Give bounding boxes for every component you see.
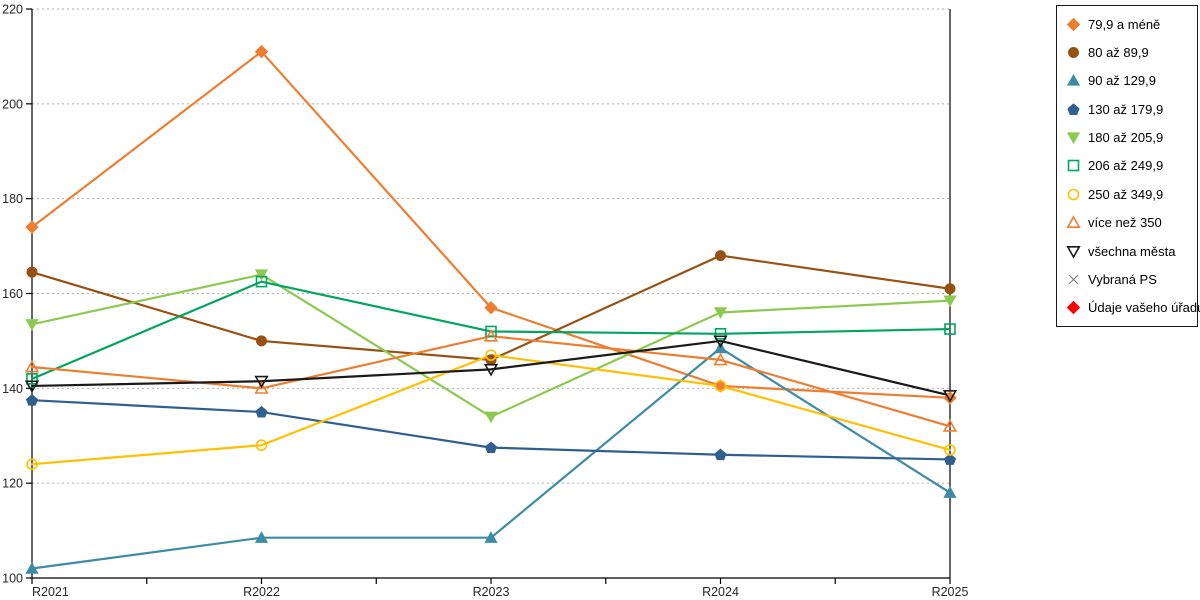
legend-label: 130 až 179,9 [1088,101,1164,117]
pentagon-marker [943,453,957,465]
triangle-down-marker [943,295,957,308]
y-tick-label: 180 [2,192,23,206]
circle-marker [944,283,956,295]
circle-marker [715,250,726,262]
pentagon-marker [484,441,498,454]
pentagon-marker [25,394,39,406]
circle-marker [256,335,267,347]
series-line [30,339,952,397]
circle-icon [1067,188,1080,201]
circle-marker [26,266,38,278]
triangle-down-marker [713,307,728,319]
series-line [30,273,952,418]
legend-label: 180 až 205,9 [1088,130,1164,146]
triangle-down-marker [25,319,39,331]
triangle-up-marker [24,359,40,373]
legend-item: všechna města [1057,243,1197,260]
y-tick-label: 160 [2,287,23,301]
legend-item: 90 až 129,9 [1057,72,1197,89]
legend-label: více než 350 [1088,215,1162,231]
y-tick-label: 100 [2,572,23,586]
legend-item: 80 až 89,9 [1057,44,1197,61]
triangle-down-marker [483,363,499,377]
circle-icon [1068,47,1079,59]
triangle-up-marker [254,531,269,543]
diamond-icon [1066,17,1081,31]
pentagon-marker [714,448,727,461]
triangle-down-marker [254,375,269,389]
square-marker [255,275,268,288]
circle-marker [26,458,38,471]
triangle-down-icon [1066,132,1081,145]
triangle-down-icon [1066,245,1081,259]
legend-item: 250 až 349,9 [1057,186,1197,203]
circle-marker [255,439,268,452]
x-tick-label: R2022 [243,585,280,599]
triangle-up-marker [942,419,958,432]
legend-item: 130 až 179,9 [1057,101,1197,118]
triangle-up-marker [25,562,39,574]
square-marker [714,328,727,340]
square-icon [1067,160,1080,172]
legend-label: 80 až 89,9 [1088,45,1149,61]
y-tick-label: 200 [2,97,23,111]
legend-label: Vybraná PS [1088,271,1157,287]
y-tick-label: 120 [2,477,23,491]
diamond-icon [1066,301,1081,315]
legend-item: 180 až 205,9 [1057,129,1197,146]
triangle-down-marker [24,380,40,394]
pentagon-marker [255,405,268,418]
triangle-up-marker [713,352,728,366]
triangle-up-marker [943,486,957,498]
legend-item: 79,9 a méně [1057,16,1197,33]
triangle-down-marker [484,411,498,424]
square-marker [485,325,497,338]
x-tick-label: R2021 [32,585,69,599]
square-marker [944,323,956,335]
legend-item: 206 až 249,9 [1057,157,1197,174]
legend-item: Vybraná PS [1057,271,1197,288]
triangle-up-icon [1066,74,1081,87]
triangle-down-marker [942,389,958,403]
y-tick-label: 220 [2,3,23,17]
x-icon [1068,274,1079,285]
triangle-up-marker [483,329,499,342]
triangle-up-icon [1066,215,1081,229]
diamond-marker [484,301,498,315]
pentagon-icon [1067,103,1080,115]
legend-label: 206 až 249,9 [1088,158,1164,174]
triangle-down-marker [713,335,728,349]
triangle-up-marker [254,381,269,394]
square-marker [26,373,38,385]
diamond-marker [254,44,269,59]
legend-item: více než 350 [1057,214,1197,231]
legend-label: 79,9 a méně [1088,16,1161,32]
x-tick-label: R2024 [702,585,739,599]
circle-marker [714,380,727,392]
circle-marker [485,349,497,361]
y-tick-label: 140 [2,382,23,396]
circle-marker [944,444,956,456]
legend-label: 90 až 129,9 [1088,73,1156,89]
x-tick-label: R2025 [932,585,969,599]
legend-label: Údaje vašeho úřadu [1088,300,1200,316]
diamond-marker [25,220,39,234]
legend-box: 79,9 a méně 80 až 89,9 90 až 129,9 130 až 1… [1056,5,1200,327]
legend-label: všechna města [1088,243,1176,259]
x-tick-label: R2023 [473,585,510,599]
triangle-up-marker [484,531,498,543]
triangle-down-marker [254,269,269,282]
legend-item: Údaje vašeho úřadu [1057,299,1200,316]
legend-label: 250 až 349,9 [1088,186,1164,202]
